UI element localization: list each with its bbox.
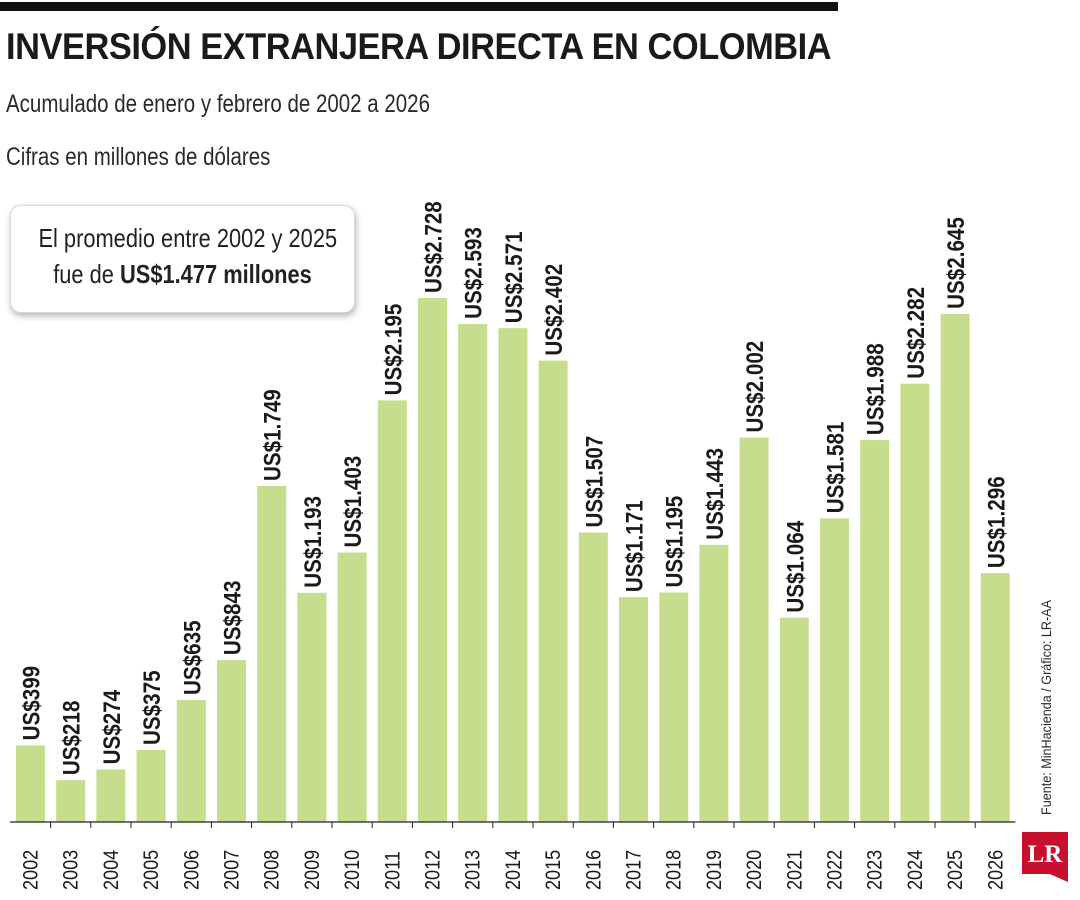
value-label-2021: US$1.064 [782, 520, 809, 612]
value-label-2016: US$1.507 [581, 436, 608, 528]
bar-2009 [297, 592, 327, 822]
value-label-2002: US$399 [18, 666, 45, 741]
x-tick-2016: 2016 [582, 850, 606, 890]
bar-2022 [820, 518, 849, 822]
x-tick-2011: 2011 [381, 851, 405, 890]
value-label-2023: US$1.988 [862, 343, 889, 435]
x-tick-2002: 2002 [19, 850, 43, 890]
bar-2007 [217, 660, 246, 822]
bar-2008 [257, 486, 287, 822]
value-label-2003: US$218 [58, 701, 85, 776]
x-tick-2003: 2003 [59, 850, 83, 890]
bar-2019 [699, 544, 729, 822]
x-tick-2012: 2012 [421, 850, 445, 890]
bar-2018 [659, 592, 689, 822]
top-rule [0, 2, 838, 11]
value-label-2017: US$1.171 [621, 500, 648, 592]
x-tick-2009: 2009 [301, 850, 325, 890]
x-tick-2006: 2006 [180, 850, 204, 890]
bar-2017 [619, 597, 648, 822]
value-label-2014: US$2.571 [500, 231, 527, 323]
bar-2023 [860, 440, 890, 822]
callout-line-1: El promedio entre 2002 y 2025 [38, 223, 338, 253]
x-tick-2013: 2013 [461, 850, 485, 890]
bar-2012 [418, 298, 447, 822]
x-tick-2024: 2024 [904, 850, 928, 890]
x-tick-2021: 2021 [783, 850, 807, 890]
bar-2020 [739, 437, 769, 822]
x-tick-2008: 2008 [260, 850, 284, 890]
bar-2015 [538, 360, 568, 822]
value-label-2020: US$2.002 [742, 341, 769, 433]
x-tick-2014: 2014 [502, 850, 526, 890]
x-tick-2007: 2007 [220, 850, 244, 890]
bar-2025 [940, 313, 970, 822]
bar-2011 [377, 400, 407, 822]
value-label-2010: US$1.403 [340, 456, 367, 548]
bar-2021 [779, 617, 809, 822]
value-label-2025: US$2.645 [943, 217, 970, 309]
callout-average-value: US$1.477 millones [119, 259, 312, 289]
value-label-2007: US$843 [219, 581, 246, 656]
value-label-2006: US$635 [179, 620, 206, 695]
callout-line-2-prefix: fue de [53, 259, 120, 289]
chart-title: INVERSIÓN EXTRANJERA DIRECTA EN COLOMBIA [6, 26, 832, 67]
value-label-2019: US$1.443 [701, 448, 728, 540]
chart-subtitle: Acumulado de enero y febrero de 2002 a 2… [6, 90, 430, 118]
bar-2026 [980, 573, 1010, 822]
bar-2014 [498, 328, 528, 822]
source-credit: Fuente: MinHacienda / Gráfico: LR-AA [1038, 599, 1054, 815]
value-label-2011: US$2.195 [380, 304, 407, 396]
bar-2004 [96, 769, 126, 822]
callout-line-2: fue de US$1.477 millones [38, 257, 326, 291]
value-label-2005: US$375 [139, 670, 166, 745]
x-tick-2026: 2026 [984, 850, 1008, 890]
value-label-2022: US$1.581 [822, 422, 849, 514]
value-label-2009: US$1.193 [299, 496, 326, 588]
x-tick-2005: 2005 [140, 850, 164, 890]
x-tick-2025: 2025 [944, 850, 968, 890]
value-label-2008: US$1.749 [259, 389, 286, 481]
value-label-2004: US$274 [98, 689, 125, 764]
x-tick-2004: 2004 [100, 850, 124, 890]
value-label-2015: US$2.402 [541, 264, 568, 356]
x-tick-2023: 2023 [863, 850, 887, 890]
bar-2013 [458, 323, 488, 822]
value-label-2026: US$1.296 [983, 476, 1010, 568]
bar-2002 [16, 745, 45, 822]
x-tick-2017: 2017 [622, 850, 646, 890]
bar-2005 [136, 750, 166, 822]
x-tick-2020: 2020 [743, 850, 767, 890]
value-label-2018: US$1.195 [661, 496, 688, 588]
x-tick-2015: 2015 [542, 850, 566, 890]
bar-2006 [176, 700, 206, 822]
average-callout: El promedio entre 2002 y 2025 fue de US$… [10, 205, 355, 313]
value-label-2024: US$2.282 [902, 287, 929, 379]
value-label-2012: US$2.728 [420, 201, 447, 293]
units-note: Cifras en millones de dólares [6, 143, 271, 171]
bar-2016 [578, 532, 608, 822]
x-tick-2022: 2022 [823, 850, 847, 890]
x-tick-2019: 2019 [703, 850, 727, 890]
bar-2003 [56, 780, 86, 822]
lr-logo: LR [1022, 832, 1068, 882]
x-tick-2018: 2018 [662, 850, 686, 890]
bar-2010 [337, 552, 367, 822]
x-tick-2010: 2010 [341, 850, 365, 890]
value-label-2013: US$2.593 [460, 227, 487, 319]
bar-2024 [900, 383, 930, 822]
